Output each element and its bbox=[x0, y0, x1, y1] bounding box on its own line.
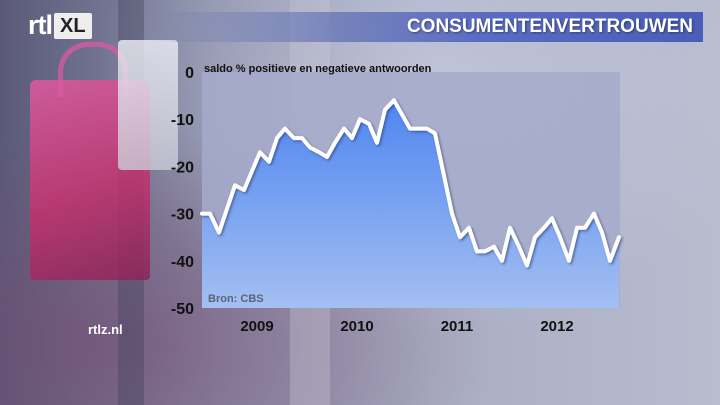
x-axis: 2009 2010 2011 2012 bbox=[240, 318, 573, 335]
y-tick-label: -10 bbox=[171, 112, 194, 129]
shopping-bag-image bbox=[118, 40, 178, 170]
y-tick-label: -40 bbox=[171, 254, 194, 271]
x-tick-label: 2011 bbox=[441, 318, 474, 335]
logo-brand: rtl bbox=[28, 10, 53, 40]
x-tick-label: 2010 bbox=[340, 318, 373, 335]
source-note: Bron: CBS bbox=[208, 293, 264, 305]
y-tick-label: -20 bbox=[171, 159, 194, 176]
area-fill bbox=[202, 100, 619, 308]
x-tick-label: 2012 bbox=[540, 318, 573, 335]
series-line bbox=[200, 98, 621, 268]
y-axis-label: saldo % positieve en negatieve antwoorde… bbox=[204, 63, 432, 75]
website-watermark: rtlz.nl bbox=[88, 322, 123, 337]
y-axis: 0 -10 -20 -30 -40 -50 bbox=[171, 65, 194, 318]
chart-title: CONSUMENTENVERTROUWEN bbox=[406, 16, 693, 37]
y-tick-label: 0 bbox=[185, 65, 194, 82]
logo-suffix: XL bbox=[54, 12, 92, 39]
title-bar: CONSUMENTENVERTROUWEN bbox=[148, 12, 703, 42]
channel-logo: rtl XL bbox=[28, 10, 92, 41]
y-tick-label: -50 bbox=[171, 301, 194, 318]
x-tick-label: 2009 bbox=[240, 318, 273, 335]
y-tick-label: -30 bbox=[171, 207, 194, 224]
